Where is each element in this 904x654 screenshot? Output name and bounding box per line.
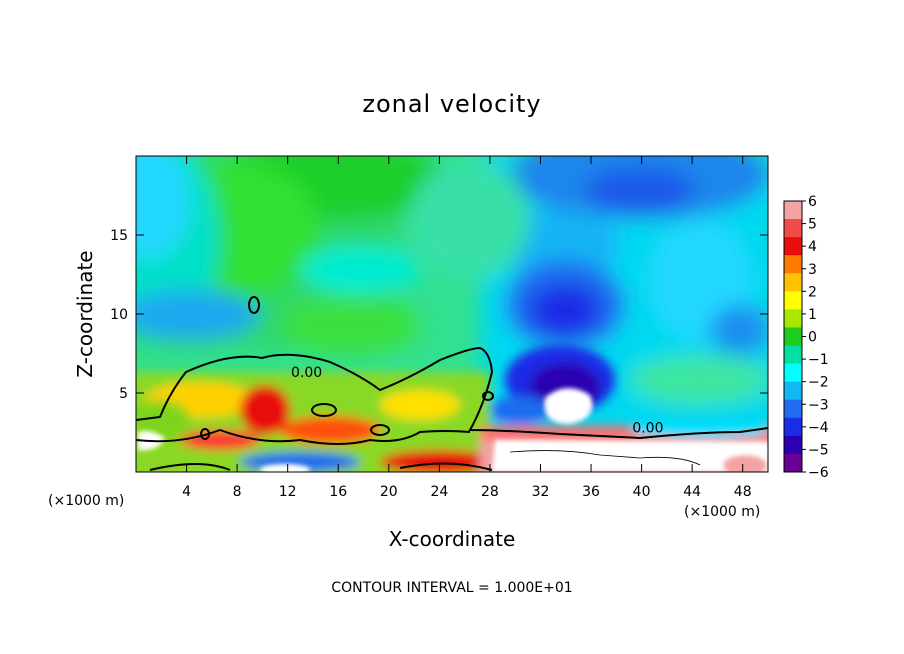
colorbar-label: 4 xyxy=(808,239,817,255)
x-tick-label: 40 xyxy=(633,484,651,500)
colorbar-swatch xyxy=(784,453,802,473)
colorbar-label: −4 xyxy=(808,420,829,436)
colorbar-label: 2 xyxy=(808,284,817,300)
colorbar-label: −5 xyxy=(808,442,829,458)
chart-title: zonal velocity xyxy=(362,90,541,118)
x-tick-label: 44 xyxy=(683,484,701,500)
colorbar-swatch xyxy=(784,345,802,365)
colorbar-swatch xyxy=(784,237,802,256)
colorbar-swatch xyxy=(784,363,802,383)
colorbar-label: −1 xyxy=(808,352,829,368)
y-axis-label: Z-coordinate xyxy=(73,250,97,377)
x-unit-left: (×1000 m) xyxy=(48,493,124,509)
colorbar-label: 3 xyxy=(808,262,817,278)
y-tick-label: 5 xyxy=(119,386,128,402)
x-tick-label: 20 xyxy=(380,484,398,500)
x-tick-label: 36 xyxy=(582,484,600,500)
x-tick-label: 16 xyxy=(329,484,347,500)
x-tick-label: 32 xyxy=(532,484,550,500)
colorbar-swatch xyxy=(784,417,802,437)
contour-interval-note: CONTOUR INTERVAL = 1.000E+01 xyxy=(331,580,572,596)
colorbar-label: 1 xyxy=(808,307,817,323)
x-tick-label: 24 xyxy=(430,484,448,500)
contour-label: 0.00 xyxy=(632,421,663,437)
heatmap-field xyxy=(136,156,768,472)
x-axis-label: X-coordinate xyxy=(389,527,516,551)
colorbar-label: 6 xyxy=(808,194,817,210)
colorbar-label: −2 xyxy=(808,375,829,391)
zero-contour xyxy=(136,296,768,471)
colorbar-swatch xyxy=(784,273,802,292)
colorbar-swatch xyxy=(784,309,802,328)
x-unit-right: (×1000 m) xyxy=(684,504,760,520)
colorbar-swatch xyxy=(784,219,802,238)
y-tick-label: 15 xyxy=(110,228,128,244)
x-tick-label: 48 xyxy=(734,484,752,500)
colorbar-swatch xyxy=(784,435,802,455)
x-tick-label: 28 xyxy=(481,484,499,500)
colorbar-swatch xyxy=(784,201,802,220)
colorbar-swatch xyxy=(784,399,802,419)
colorbar-label: −6 xyxy=(808,465,829,481)
y-tick-label: 10 xyxy=(110,307,128,323)
x-tick-label: 8 xyxy=(233,484,242,500)
colorbar-label: 5 xyxy=(808,217,817,233)
colorbar-swatch xyxy=(784,381,802,401)
colorbar-swatch xyxy=(784,327,802,347)
colorbar-label: −3 xyxy=(808,397,829,413)
x-tick-label: 12 xyxy=(279,484,297,500)
colorbar-swatch xyxy=(784,291,802,310)
x-tick-label: 4 xyxy=(182,484,191,500)
contour-label: 0.00 xyxy=(291,365,322,381)
colorbar-label: 0 xyxy=(808,330,817,346)
colorbar-swatch xyxy=(784,255,802,274)
